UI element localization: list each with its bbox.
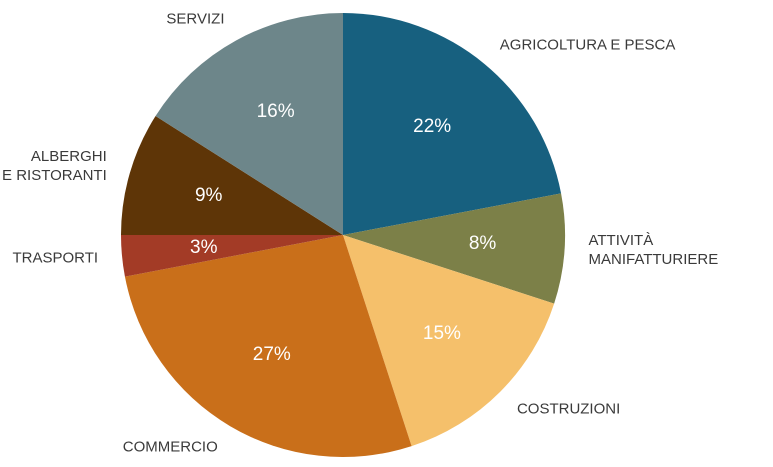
slice-label: ATTIVITÀ MANIFATTURIERE (588, 232, 719, 269)
pie-slice (124, 235, 412, 458)
pie-slice (155, 13, 343, 235)
pie-slice (343, 13, 562, 235)
value-label: 27% (252, 344, 291, 366)
value-label: 8% (468, 232, 497, 254)
value-label: 15% (422, 322, 461, 344)
value-label: 3% (190, 237, 218, 259)
slice-label: SERVIZI (166, 10, 225, 28)
slice-label: AGRICOLTURA E PESCA (499, 36, 676, 54)
value-label: 16% (256, 101, 295, 123)
slice-label: COMMERCIO (122, 438, 218, 456)
pie-slice (121, 116, 343, 235)
pie-slice (121, 235, 343, 277)
value-label: 9% (194, 184, 223, 206)
slice-label: TRASPORTI (12, 249, 99, 267)
value-label: 22% (413, 116, 452, 138)
pie-slice (343, 193, 566, 304)
slice-label: COSTRUZIONI (516, 400, 621, 418)
pie-slice (343, 235, 555, 447)
slice-label: ALBERGHI E RISTORANTI (2, 148, 107, 185)
